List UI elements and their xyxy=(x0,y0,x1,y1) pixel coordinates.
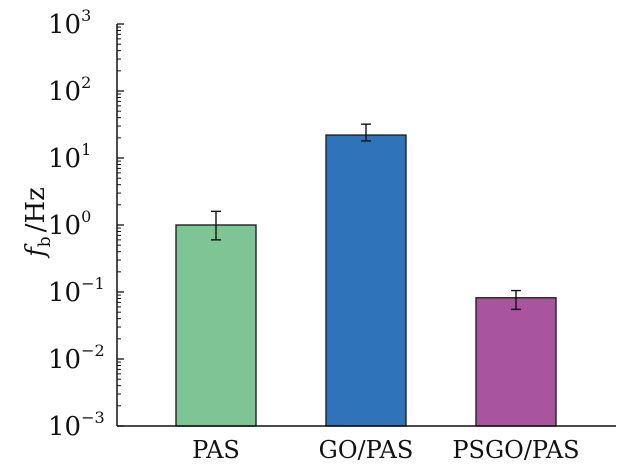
bar-pas xyxy=(175,224,257,427)
y-axis-tick-labels: 103 102 101 100 10−1 10−2 10−3 xyxy=(48,6,105,442)
x-category-label: PAS xyxy=(192,436,240,464)
bar-psgo-pas xyxy=(475,297,557,427)
y-axis-label: fb/Hz xyxy=(21,187,55,259)
bars xyxy=(175,134,557,427)
y-tick-label: 10−2 xyxy=(48,341,105,375)
y-tick-label: 102 xyxy=(48,73,91,107)
bar-go-pas xyxy=(325,134,407,427)
x-category-label: PSGO/PAS xyxy=(452,436,579,464)
y-tick-label: 10−3 xyxy=(48,408,105,442)
y-tick-label: 103 xyxy=(48,6,91,40)
x-axis-category-labels: PAS GO/PAS PSGO/PAS xyxy=(192,436,579,464)
y-tick-label: 101 xyxy=(48,140,91,174)
y-tick-label: 100 xyxy=(48,207,91,241)
error-bars xyxy=(211,123,521,311)
y-tick-label: 10−1 xyxy=(48,274,105,308)
y-axis-ticks xyxy=(117,23,124,427)
x-category-label: GO/PAS xyxy=(319,436,414,464)
